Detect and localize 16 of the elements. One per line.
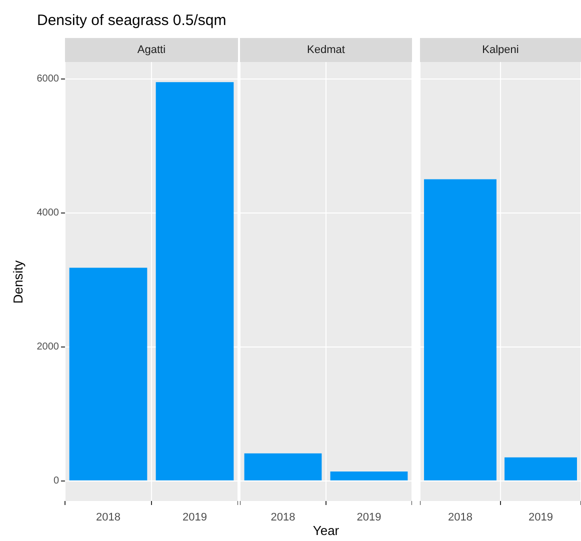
x-tick-label: 2018	[96, 512, 120, 524]
x-tick-label: 2019	[182, 512, 207, 524]
chart-subtitle: Kalpeni	[420, 38, 581, 62]
chart-title: Density of seagrass 0.5/sqm	[37, 12, 226, 29]
x-tick-label: 2019	[528, 512, 553, 524]
x-tick-label: 2019	[356, 512, 382, 524]
x-tick-label: 2018	[270, 512, 296, 524]
x-tick-label: 2018	[448, 512, 472, 524]
x-axis-title: Year	[312, 523, 340, 538]
y-tick-label: 2000	[36, 342, 60, 353]
y-tick-label: 6000	[36, 74, 60, 85]
y-axis-title: Density	[10, 260, 26, 304]
y-tick-label: 4000	[36, 208, 60, 219]
chart-subtitle: Agatti	[65, 38, 238, 62]
chart-subtitle: Kedmat	[240, 38, 412, 62]
y-tick-label: 0	[53, 476, 60, 487]
